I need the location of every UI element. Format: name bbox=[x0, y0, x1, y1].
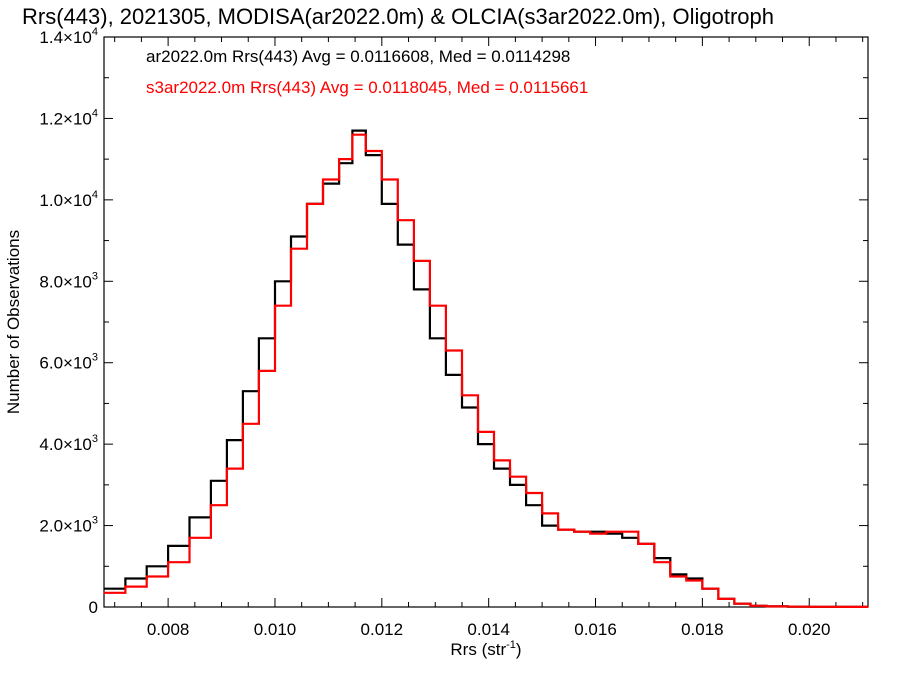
y-tick-label: 2.0×103 bbox=[39, 515, 98, 536]
data-point bbox=[226, 468, 228, 470]
data-point bbox=[808, 606, 810, 608]
data-point bbox=[124, 577, 126, 580]
data-point bbox=[445, 374, 447, 376]
data-point bbox=[525, 504, 527, 506]
x-tick-label: 0.008 bbox=[147, 620, 190, 639]
x-tick-label: 0.016 bbox=[574, 620, 617, 639]
data-point bbox=[274, 305, 276, 307]
data-point bbox=[621, 531, 623, 533]
data-point bbox=[365, 154, 367, 156]
data-point bbox=[525, 492, 527, 494]
data-point bbox=[397, 219, 399, 221]
data-point bbox=[210, 504, 212, 506]
data-point bbox=[541, 525, 543, 527]
data-point bbox=[429, 305, 431, 307]
data-point bbox=[477, 443, 479, 445]
x-axis-label: Rrs (str-1) bbox=[450, 639, 521, 659]
axis-ticks: 0.008 0.010 0.012 0.014 0.016 0.018 0.020 0 2.0×… bbox=[39, 26, 868, 639]
data-point bbox=[226, 439, 228, 441]
series-line-2 bbox=[104, 133, 868, 608]
x-tick-label: 0.012 bbox=[361, 620, 404, 639]
data-point bbox=[242, 390, 244, 392]
data-point bbox=[365, 150, 367, 152]
y-tick-label: 0 bbox=[89, 598, 98, 617]
data-point bbox=[461, 394, 463, 396]
data-point bbox=[477, 431, 479, 433]
data-point bbox=[589, 533, 591, 535]
data-point bbox=[637, 543, 639, 545]
y-tick-label: 8.0×103 bbox=[39, 270, 98, 291]
data-point bbox=[429, 337, 431, 339]
data-point bbox=[765, 605, 768, 608]
y-tick-label: 6.0×103 bbox=[39, 352, 98, 373]
data-point bbox=[413, 260, 415, 262]
data-point bbox=[258, 337, 260, 339]
data-point bbox=[306, 203, 308, 205]
data-point bbox=[493, 459, 495, 461]
data-point bbox=[381, 178, 383, 181]
data-point bbox=[653, 561, 655, 563]
data-point bbox=[461, 406, 463, 409]
data-point bbox=[749, 605, 752, 607]
x-tick-label: 0.020 bbox=[788, 620, 831, 639]
data-point bbox=[274, 280, 276, 282]
x-tick-label: 0.018 bbox=[681, 620, 724, 639]
data-point bbox=[867, 606, 869, 608]
data-point bbox=[381, 203, 383, 205]
data-point bbox=[290, 235, 292, 238]
data-point bbox=[701, 588, 704, 590]
data-point bbox=[835, 606, 837, 608]
series-layer bbox=[103, 129, 869, 608]
y-tick-label: 1.0×104 bbox=[39, 189, 98, 210]
series-line-1 bbox=[104, 129, 868, 608]
data-point bbox=[188, 537, 191, 539]
data-point bbox=[397, 244, 399, 246]
data-point bbox=[188, 516, 191, 519]
data-point bbox=[124, 586, 126, 588]
data-point bbox=[146, 575, 148, 578]
data-point bbox=[493, 468, 495, 470]
data-point bbox=[146, 565, 148, 567]
data-point bbox=[413, 288, 415, 290]
data-point bbox=[509, 476, 511, 478]
y-tick-label: 1.2×104 bbox=[39, 107, 98, 128]
data-point bbox=[322, 178, 324, 181]
y-axis-label: Number of Observations bbox=[4, 230, 23, 414]
data-point bbox=[621, 537, 623, 539]
data-point bbox=[717, 598, 720, 600]
data-point bbox=[242, 423, 244, 425]
data-point bbox=[541, 512, 543, 515]
data-point bbox=[338, 158, 340, 160]
x-tick-label: 0.014 bbox=[467, 620, 510, 639]
data-point bbox=[290, 248, 292, 250]
data-point bbox=[557, 529, 559, 531]
data-point bbox=[445, 349, 447, 352]
data-point bbox=[509, 484, 511, 486]
plot-frame bbox=[103, 36, 869, 608]
data-point bbox=[210, 480, 212, 482]
data-point bbox=[733, 603, 736, 605]
data-point bbox=[103, 588, 105, 590]
data-point bbox=[787, 606, 789, 608]
data-point bbox=[103, 592, 105, 594]
x-tick-label: 0.010 bbox=[254, 620, 297, 639]
legend-entry-1: ar2022.0m Rrs(443) Avg = 0.0116608, Med … bbox=[146, 47, 570, 66]
data-point bbox=[685, 579, 687, 582]
data-point bbox=[669, 575, 671, 578]
data-point bbox=[573, 531, 575, 533]
legend-entry-2: s3ar2022.0m Rrs(443) Avg = 0.0118045, Me… bbox=[146, 78, 588, 97]
chart-title: Rrs(443), 2021305, MODISA(ar2022.0m) & O… bbox=[22, 4, 774, 29]
y-tick-label: 1.4×104 bbox=[39, 26, 98, 47]
data-point bbox=[351, 134, 353, 136]
data-point bbox=[605, 531, 607, 533]
data-point bbox=[258, 370, 260, 372]
data-point bbox=[351, 130, 353, 132]
data-point bbox=[167, 561, 169, 563]
y-tick-label: 4.0×103 bbox=[39, 433, 98, 454]
data-point bbox=[167, 545, 169, 547]
